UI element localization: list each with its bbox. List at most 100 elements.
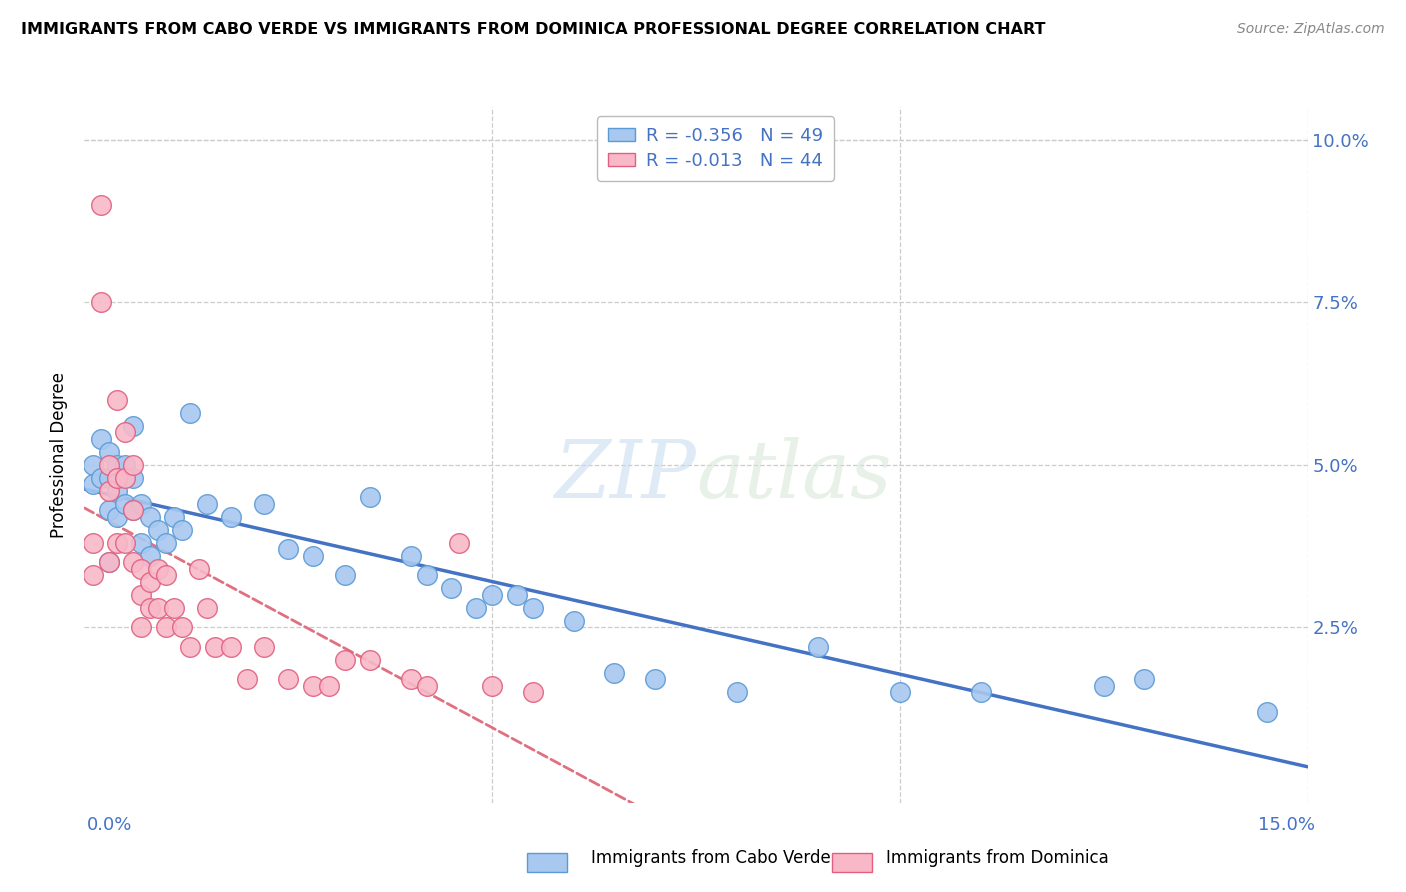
Text: 15.0%: 15.0% bbox=[1257, 816, 1315, 834]
Point bbox=[195, 600, 218, 615]
Point bbox=[449, 535, 471, 549]
Point bbox=[90, 432, 112, 446]
Point bbox=[301, 679, 323, 693]
Point bbox=[105, 458, 128, 472]
Point bbox=[359, 490, 381, 504]
Point bbox=[416, 679, 439, 693]
Point bbox=[562, 614, 585, 628]
Point bbox=[122, 503, 145, 517]
Point bbox=[172, 523, 194, 537]
Point bbox=[97, 555, 120, 569]
Point bbox=[172, 620, 194, 634]
Point bbox=[301, 549, 323, 563]
Point bbox=[105, 471, 128, 485]
Point bbox=[105, 392, 128, 407]
Point bbox=[114, 497, 136, 511]
Point bbox=[253, 497, 276, 511]
Point bbox=[105, 483, 128, 498]
Point bbox=[82, 458, 104, 472]
Point bbox=[131, 620, 153, 634]
Point bbox=[105, 509, 128, 524]
Point bbox=[138, 549, 160, 563]
Point bbox=[464, 600, 486, 615]
Point bbox=[603, 665, 626, 680]
Point bbox=[82, 477, 104, 491]
Point bbox=[114, 535, 136, 549]
Point bbox=[219, 640, 242, 654]
Point bbox=[138, 509, 160, 524]
Point bbox=[138, 574, 160, 589]
Point bbox=[82, 568, 104, 582]
Point bbox=[90, 197, 112, 211]
Point bbox=[1256, 705, 1278, 719]
Point bbox=[97, 483, 120, 498]
Point bbox=[440, 581, 463, 595]
Point bbox=[163, 509, 186, 524]
Point bbox=[122, 503, 145, 517]
Point bbox=[1133, 672, 1156, 686]
Text: Source: ZipAtlas.com: Source: ZipAtlas.com bbox=[1237, 22, 1385, 37]
Point bbox=[138, 600, 160, 615]
Point bbox=[122, 555, 145, 569]
Point bbox=[155, 620, 177, 634]
Point bbox=[399, 549, 422, 563]
Point bbox=[1092, 679, 1115, 693]
FancyBboxPatch shape bbox=[527, 853, 567, 872]
Point bbox=[644, 672, 666, 686]
Point bbox=[131, 588, 153, 602]
Point bbox=[105, 535, 128, 549]
Point bbox=[416, 568, 439, 582]
Point bbox=[481, 679, 503, 693]
Point bbox=[122, 471, 145, 485]
Point bbox=[82, 535, 104, 549]
Point bbox=[97, 555, 120, 569]
Point bbox=[122, 458, 145, 472]
Point bbox=[335, 653, 357, 667]
Point bbox=[179, 640, 201, 654]
Point bbox=[155, 535, 177, 549]
Point bbox=[114, 425, 136, 439]
Point bbox=[277, 672, 299, 686]
Point bbox=[219, 509, 242, 524]
Point bbox=[122, 418, 145, 433]
FancyBboxPatch shape bbox=[832, 853, 872, 872]
Point bbox=[522, 600, 544, 615]
Point bbox=[505, 588, 527, 602]
Point bbox=[725, 685, 748, 699]
Y-axis label: Professional Degree: Professional Degree bbox=[51, 372, 69, 538]
Point bbox=[146, 562, 169, 576]
Point bbox=[399, 672, 422, 686]
Point bbox=[131, 497, 153, 511]
Legend: R = -0.356   N = 49, R = -0.013   N = 44: R = -0.356 N = 49, R = -0.013 N = 44 bbox=[598, 116, 834, 181]
Point bbox=[97, 503, 120, 517]
Point bbox=[970, 685, 993, 699]
Point bbox=[277, 542, 299, 557]
Point bbox=[807, 640, 830, 654]
Point bbox=[204, 640, 226, 654]
Point bbox=[146, 600, 169, 615]
Point bbox=[155, 568, 177, 582]
Text: Immigrants from Cabo Verde: Immigrants from Cabo Verde bbox=[591, 849, 831, 867]
Point bbox=[195, 497, 218, 511]
Point bbox=[481, 588, 503, 602]
Point bbox=[131, 562, 153, 576]
Point bbox=[236, 672, 259, 686]
Text: IMMIGRANTS FROM CABO VERDE VS IMMIGRANTS FROM DOMINICA PROFESSIONAL DEGREE CORRE: IMMIGRANTS FROM CABO VERDE VS IMMIGRANTS… bbox=[21, 22, 1046, 37]
Text: Immigrants from Dominica: Immigrants from Dominica bbox=[886, 849, 1108, 867]
Point bbox=[335, 568, 357, 582]
Point bbox=[97, 471, 120, 485]
Point bbox=[359, 653, 381, 667]
Point bbox=[131, 535, 153, 549]
Point bbox=[90, 471, 112, 485]
Text: ZIP: ZIP bbox=[554, 437, 696, 515]
Point bbox=[97, 444, 120, 458]
Point bbox=[253, 640, 276, 654]
Point bbox=[179, 406, 201, 420]
Point bbox=[522, 685, 544, 699]
Point bbox=[187, 562, 209, 576]
Point bbox=[146, 523, 169, 537]
Point bbox=[90, 295, 112, 310]
Point bbox=[889, 685, 911, 699]
Text: 0.0%: 0.0% bbox=[87, 816, 132, 834]
Point bbox=[114, 458, 136, 472]
